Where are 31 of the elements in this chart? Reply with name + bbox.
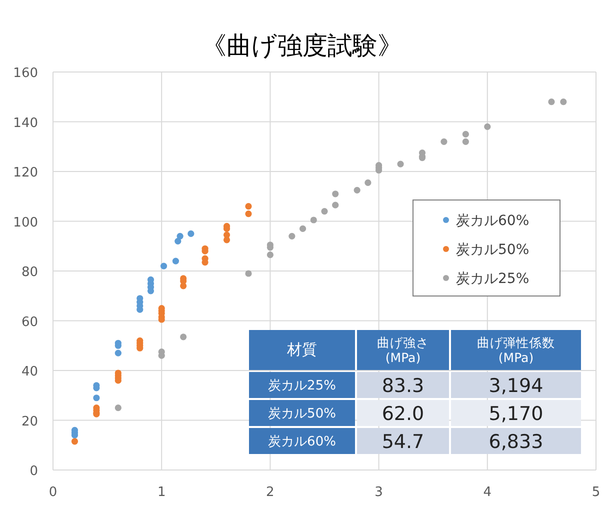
x-tick-label: 2 (266, 485, 274, 500)
annotation: 炭カル25% (268, 378, 336, 394)
x-tick-label: 3 (374, 485, 383, 500)
annotation: 曲げ強さ (MPa) (377, 335, 429, 365)
x-tick-label: 5 (592, 485, 600, 500)
annotation: 材質 (286, 340, 317, 358)
annotation: 炭カル60% (268, 434, 336, 450)
y-tick-label: 20 (21, 414, 38, 430)
legend-label: 炭カル25% (456, 271, 530, 287)
annotation: 83.3 (382, 374, 424, 397)
y-tick-label: 160 (13, 66, 38, 81)
annotation: 6,833 (488, 430, 544, 453)
annotation: 5,170 (488, 402, 544, 425)
annotation: 54.7 (382, 430, 424, 453)
y-tick-label: 0 (30, 464, 38, 479)
y-tick-label: 120 (13, 166, 38, 180)
y-tick-label: 80 (21, 265, 38, 280)
chart-title: 《曲げ強度試験》 (202, 31, 402, 60)
x-tick-label: 0 (48, 485, 58, 500)
legend-label: 炭カル50% (456, 242, 530, 258)
annotation: 3,194 (488, 374, 544, 397)
annotation: 炭カル50% (268, 406, 336, 422)
y-tick-label: 140 (13, 116, 38, 131)
y-tick-label: 100 (13, 215, 38, 230)
y-tick-label: 60 (21, 314, 38, 330)
legend-label: 炭カル60% (456, 213, 530, 229)
y-tick-label: 40 (21, 364, 38, 380)
x-tick-label: 1 (157, 485, 166, 500)
annotation: 62.0 (382, 402, 424, 425)
x-tick-label: 4 (483, 485, 492, 500)
annotation: 曲げ弾性係数 (MPa) (477, 335, 555, 365)
